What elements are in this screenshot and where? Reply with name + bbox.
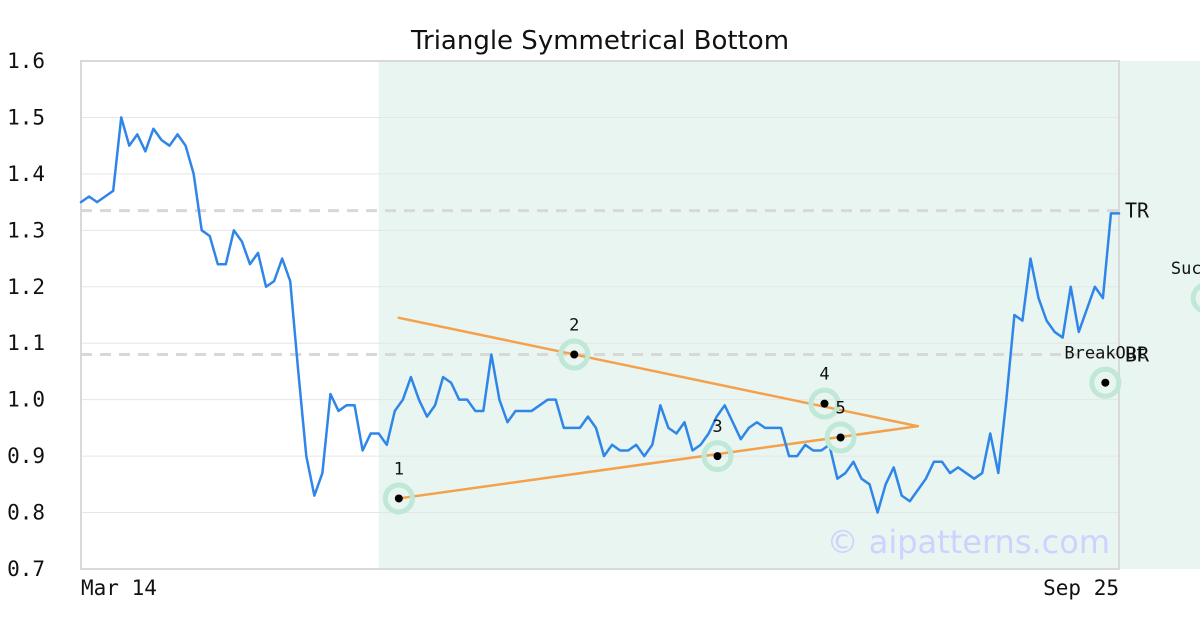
y-tick-label: 1.3	[7, 218, 45, 242]
price-series-line	[79, 116, 1121, 514]
point-label-breakout: BreakOut	[1064, 344, 1146, 364]
marker-point-breakout	[1101, 378, 1110, 387]
y-tick-label: 1.0	[7, 388, 45, 412]
point-label-3: 3	[712, 417, 722, 437]
trend-line	[397, 424, 920, 500]
marker-point-3	[713, 452, 722, 461]
reference-label-br: BR	[1125, 343, 1150, 367]
y-tick-label: 1.1	[7, 331, 45, 355]
x-tick-label-start: Mar 14	[81, 576, 157, 600]
x-tick-label-end: Sep 25	[1043, 576, 1119, 600]
chart-title: Triangle Symmetrical Bottom	[410, 26, 789, 56]
point-label-2: 2	[569, 316, 579, 336]
pattern-window-shading	[378, 61, 1200, 569]
watermark: © aipatterns.com	[827, 523, 1110, 561]
marker-halo-success	[1190, 283, 1200, 313]
y-tick-label: 0.7	[7, 557, 45, 581]
marker-halo-3	[701, 440, 734, 473]
marker-halo-5	[824, 421, 857, 454]
marker-point-4	[820, 399, 829, 408]
reference-label-tr: TR	[1125, 199, 1150, 223]
point-label-success: Success	[1171, 259, 1200, 279]
trend-line	[397, 316, 920, 428]
y-tick-label: 0.9	[7, 444, 45, 468]
y-tick-label: 1.6	[7, 49, 45, 73]
marker-point-2	[570, 350, 579, 359]
y-tick-label: 1.4	[7, 162, 45, 186]
point-label-1: 1	[394, 459, 404, 479]
y-tick-label: 1.5	[7, 105, 45, 129]
point-label-4: 4	[819, 365, 829, 385]
marker-point-5	[836, 433, 845, 442]
marker-point-1	[394, 494, 403, 503]
marker-halo-1	[382, 482, 415, 515]
marker-halo-2	[558, 338, 591, 371]
y-tick-label: 0.8	[7, 501, 45, 525]
y-tick-label: 1.2	[7, 275, 45, 299]
point-label-5: 5	[835, 398, 845, 418]
plot-frame	[80, 60, 1120, 570]
marker-halo-4	[808, 387, 841, 420]
marker-halo-breakout	[1089, 366, 1122, 399]
